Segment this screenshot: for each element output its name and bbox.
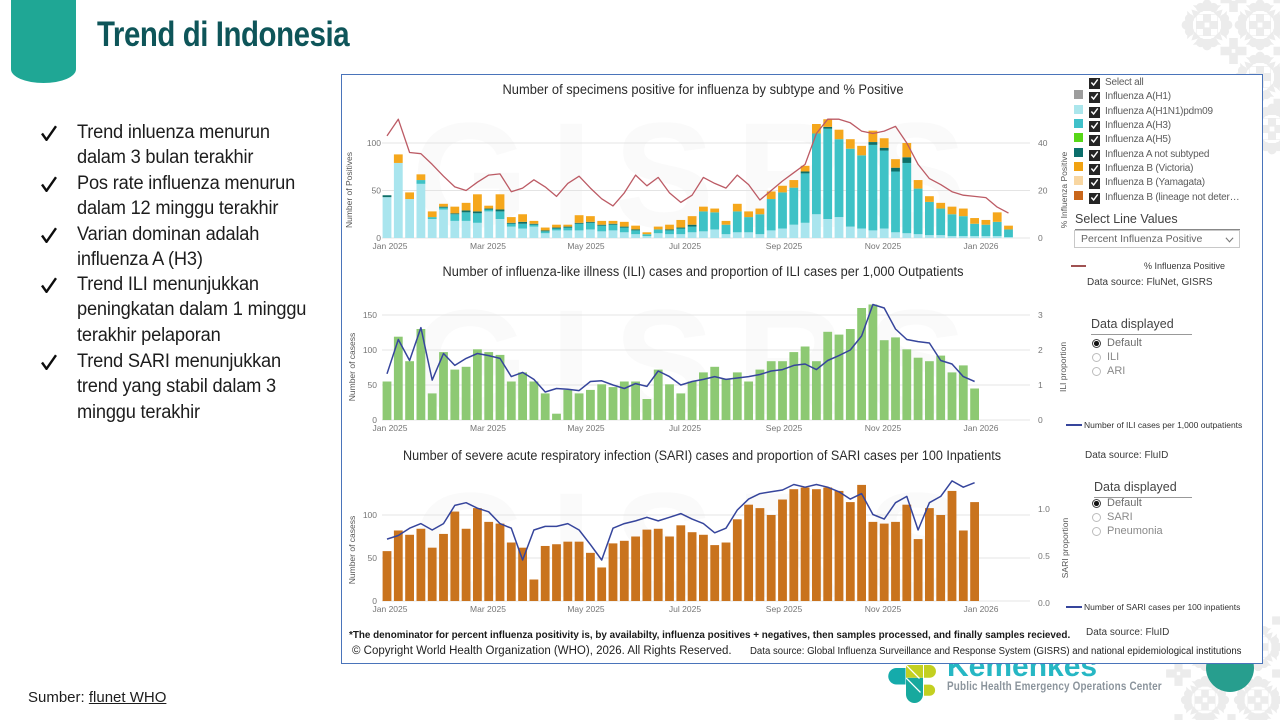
svg-text:Number of specimens positive f: Number of specimens positive for influen… bbox=[503, 82, 904, 97]
svg-text:Number of influenza-like illne: Number of influenza-like illness (ILI) c… bbox=[443, 264, 964, 279]
svg-text:Number of Positives: Number of Positives bbox=[344, 152, 354, 228]
svg-text:100: 100 bbox=[363, 510, 377, 520]
svg-text:Nov 2025: Nov 2025 bbox=[865, 423, 902, 433]
svg-text:50: 50 bbox=[368, 380, 378, 390]
svg-text:SARI proportion: SARI proportion bbox=[1060, 517, 1070, 578]
svg-text:0: 0 bbox=[1038, 415, 1043, 425]
svg-text:150: 150 bbox=[363, 310, 377, 320]
svg-text:Jul 2025: Jul 2025 bbox=[669, 423, 701, 433]
svg-text:Sep 2025: Sep 2025 bbox=[766, 604, 803, 614]
svg-text:Jul 2025: Jul 2025 bbox=[669, 604, 701, 614]
svg-text:Sep 2025: Sep 2025 bbox=[766, 423, 803, 433]
svg-text:ILI proportion: ILI proportion bbox=[1058, 342, 1068, 392]
svg-text:Jan 2026: Jan 2026 bbox=[964, 423, 999, 433]
svg-text:40: 40 bbox=[1038, 138, 1048, 148]
svg-text:100: 100 bbox=[367, 138, 381, 148]
svg-text:0: 0 bbox=[1038, 233, 1043, 243]
svg-text:Jan 2025: Jan 2025 bbox=[373, 241, 408, 251]
svg-text:Mar 2025: Mar 2025 bbox=[470, 604, 506, 614]
svg-text:20: 20 bbox=[1038, 186, 1048, 196]
svg-text:1: 1 bbox=[1038, 380, 1043, 390]
svg-text:Jan 2025: Jan 2025 bbox=[373, 604, 408, 614]
svg-text:Number of severe acute respira: Number of severe acute respiratory infec… bbox=[403, 448, 1001, 463]
svg-text:Jul 2025: Jul 2025 bbox=[669, 241, 701, 251]
svg-text:Mar 2025: Mar 2025 bbox=[470, 423, 506, 433]
svg-text:0.5: 0.5 bbox=[1038, 551, 1050, 561]
svg-text:Number of casess: Number of casess bbox=[347, 333, 357, 402]
svg-text:Nov 2025: Nov 2025 bbox=[865, 241, 902, 251]
svg-text:Nov 2025: Nov 2025 bbox=[865, 604, 902, 614]
svg-text:3: 3 bbox=[1038, 310, 1043, 320]
svg-text:May 2025: May 2025 bbox=[567, 604, 605, 614]
svg-text:May 2025: May 2025 bbox=[567, 241, 605, 251]
svg-text:% Influenza Positive: % Influenza Positive bbox=[1059, 151, 1069, 228]
svg-text:Jan 2026: Jan 2026 bbox=[964, 604, 999, 614]
svg-text:0: 0 bbox=[376, 233, 381, 243]
svg-text:May 2025: May 2025 bbox=[567, 423, 605, 433]
svg-text:Jan 2026: Jan 2026 bbox=[964, 241, 999, 251]
svg-text:0: 0 bbox=[372, 415, 377, 425]
svg-text:Number of casess: Number of casess bbox=[347, 516, 357, 585]
svg-text:Sep 2025: Sep 2025 bbox=[766, 241, 803, 251]
svg-text:0.0: 0.0 bbox=[1038, 598, 1050, 608]
svg-text:100: 100 bbox=[363, 345, 377, 355]
svg-text:1.0: 1.0 bbox=[1038, 504, 1050, 514]
svg-text:Jan 2025: Jan 2025 bbox=[373, 423, 408, 433]
svg-text:0: 0 bbox=[372, 596, 377, 606]
svg-text:50: 50 bbox=[368, 553, 378, 563]
svg-text:Mar 2025: Mar 2025 bbox=[470, 241, 506, 251]
svg-text:2: 2 bbox=[1038, 345, 1043, 355]
svg-text:50: 50 bbox=[372, 186, 382, 196]
